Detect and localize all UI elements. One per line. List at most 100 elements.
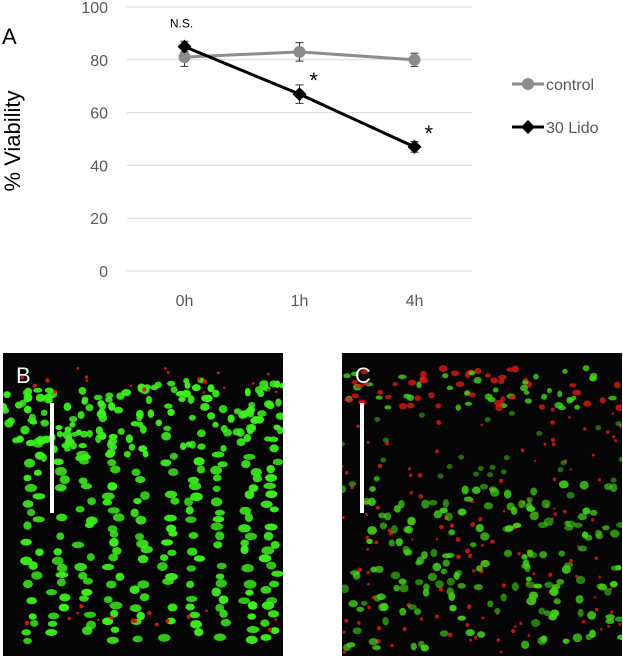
dead-cell: [154, 622, 159, 627]
scale-bar: [360, 403, 364, 513]
dead-cell: [480, 423, 484, 427]
cell-nucleus: [530, 552, 538, 559]
dead-cell: [532, 572, 536, 576]
dead-cell: [129, 384, 133, 388]
cell-nucleus: [487, 600, 494, 608]
cell-nucleus: [103, 596, 113, 604]
cell-nucleus: [275, 398, 282, 407]
cell-nucleus: [135, 409, 144, 419]
cell-nucleus: [244, 490, 255, 500]
dead-cell: [267, 388, 271, 392]
cell-nucleus: [441, 553, 452, 559]
cell-nucleus: [140, 425, 147, 434]
dead-cell: [562, 509, 567, 514]
cell-nucleus: [504, 525, 514, 532]
cell-nucleus: [260, 634, 272, 641]
cell-nucleus: [344, 397, 354, 403]
dead-cell: [447, 632, 453, 638]
cell-nucleus: [442, 499, 450, 508]
ns-annotation: N.S.: [170, 17, 193, 31]
cell-nucleus: [240, 539, 250, 547]
cell-nucleus: [244, 532, 258, 541]
cell-nucleus: [418, 412, 425, 418]
cell-nucleus: [78, 442, 87, 449]
legend-entry: 30 Lido: [512, 120, 599, 137]
cell-nucleus: [175, 390, 186, 397]
dead-cell: [202, 391, 206, 394]
cell-nucleus: [184, 497, 194, 507]
dead-cell: [517, 551, 521, 556]
cell-nucleus: [342, 584, 350, 594]
dead-cell: [552, 477, 557, 482]
cell-nucleus: [384, 405, 392, 410]
cell-nucleus: [489, 464, 496, 470]
cell-nucleus: [244, 388, 251, 397]
cell-nucleus: [7, 417, 15, 425]
cell-nucleus: [438, 365, 448, 373]
dead-cell: [607, 624, 611, 628]
dead-cell: [356, 424, 360, 429]
cell-nucleus: [222, 428, 233, 437]
cell-nucleus: [463, 496, 474, 502]
cell-nucleus: [28, 561, 38, 570]
cell-nucleus: [107, 482, 118, 491]
cell-nucleus: [368, 638, 378, 646]
cell-nucleus: [113, 406, 124, 414]
cell-nucleus: [20, 538, 32, 546]
cell-nucleus: [109, 530, 119, 538]
cell-nucleus: [23, 405, 32, 414]
cell-nucleus: [382, 617, 389, 626]
cell-nucleus: [420, 370, 427, 378]
cell-nucleus: [98, 413, 108, 423]
cell-nucleus: [38, 439, 46, 445]
x-tick-label: 0h: [176, 293, 194, 310]
cell-nucleus: [525, 576, 532, 582]
cell-nucleus: [473, 584, 483, 591]
cell-nucleus: [217, 461, 228, 468]
dead-cell: [583, 427, 587, 431]
cell-nucleus: [145, 395, 153, 405]
cell-nucleus: [374, 565, 384, 573]
cell-nucleus: [157, 562, 168, 571]
dead-cell: [374, 540, 379, 545]
cell-nucleus: [137, 580, 150, 589]
cell-nucleus: [147, 409, 155, 418]
cell-nucleus: [106, 636, 119, 644]
cell-nucleus: [366, 538, 373, 545]
dead-cell: [133, 619, 138, 623]
dead-cell: [465, 623, 470, 627]
x-tick-label: 4h: [406, 293, 424, 310]
cell-nucleus: [577, 513, 588, 521]
cell-nucleus: [240, 545, 249, 555]
cell-nucleus: [379, 522, 388, 530]
cell-nucleus: [419, 376, 429, 384]
cell-nucleus: [605, 614, 615, 620]
cell-nucleus: [130, 421, 140, 427]
cell-nucleus: [511, 365, 520, 373]
cell-nucleus: [267, 610, 280, 618]
cell-nucleus: [71, 431, 79, 437]
cell-nucleus: [618, 456, 622, 462]
cell-nucleus: [556, 578, 565, 585]
cell-nucleus: [19, 399, 27, 407]
cell-nucleus: [349, 570, 360, 576]
cell-nucleus: [200, 402, 210, 411]
cell-nucleus: [213, 541, 223, 549]
dead-cell: [597, 478, 601, 482]
data-point: [293, 45, 306, 58]
cell-nucleus: [186, 565, 197, 572]
cell-nucleus: [269, 444, 279, 453]
cell-nucleus: [457, 508, 467, 516]
cell-nucleus: [439, 507, 448, 514]
cell-nucleus: [468, 370, 476, 376]
dead-cell: [568, 415, 571, 419]
cell-nucleus: [487, 396, 496, 403]
dead-cell: [618, 622, 622, 626]
cell-nucleus: [498, 374, 507, 380]
cell-nucleus: [20, 556, 33, 566]
cell-nucleus: [59, 593, 71, 602]
cell-nucleus: [34, 451, 45, 460]
cell-nucleus: [367, 526, 377, 535]
cell-nucleus: [78, 477, 88, 485]
cell-nucleus: [615, 421, 622, 427]
